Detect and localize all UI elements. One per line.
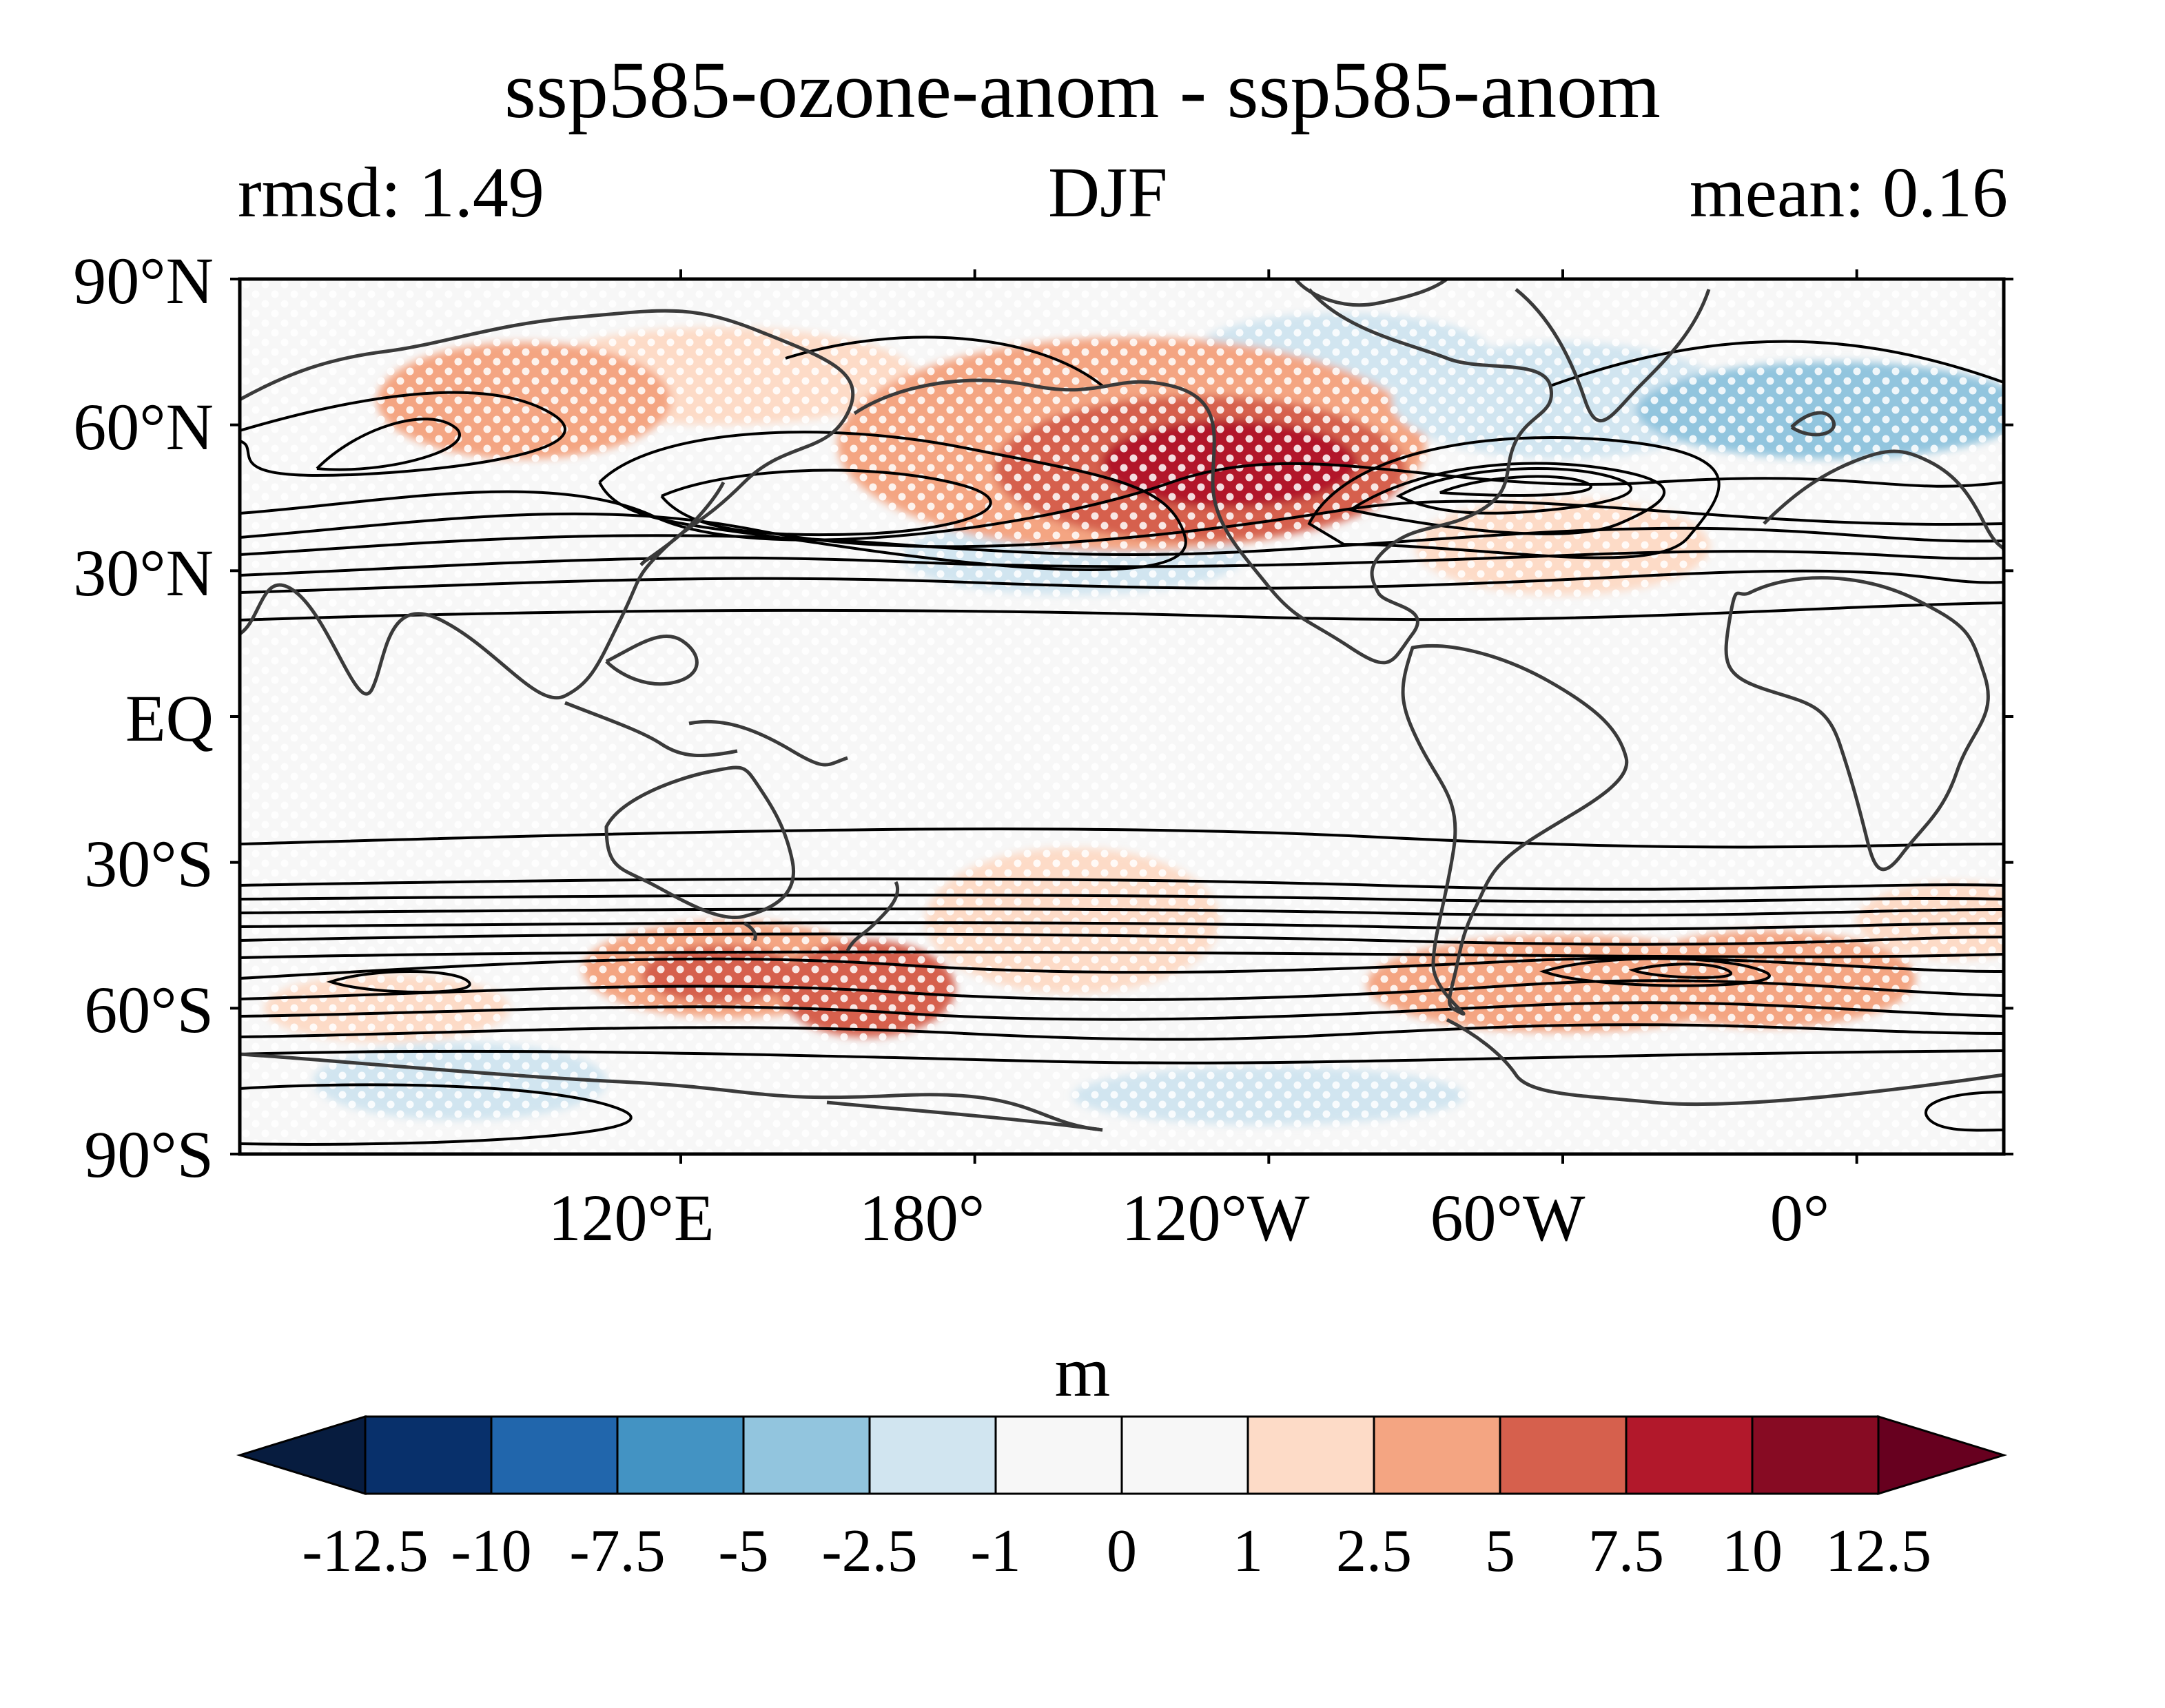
colorbar-box-4	[868, 1415, 997, 1495]
colorbar-tick-label: -2.5	[821, 1518, 918, 1585]
coastlines	[240, 279, 2004, 1132]
colorbar-tick-label: -1	[970, 1518, 1021, 1585]
figure-title: ssp585-ozone-anom - ssp585-anom	[504, 45, 1661, 135]
colorbar-tick-label: -7.5	[569, 1518, 666, 1585]
colorbar-box-9	[1499, 1415, 1628, 1495]
colorbar-tick-label: 7.5	[1588, 1518, 1664, 1585]
colorbar-tick-label: 1	[1233, 1518, 1263, 1585]
colorbar-box-2	[616, 1415, 745, 1495]
colorbar-tick-label: 12.5	[1825, 1518, 1931, 1585]
lat-label-90s: 90°S	[84, 1118, 214, 1191]
stippling	[240, 279, 2004, 1154]
colorbar-tick-label: -5	[718, 1518, 769, 1585]
rmsd-label: rmsd: 1.49	[238, 153, 544, 232]
colorbar-tick-label: 0	[1107, 1518, 1137, 1585]
axis-ticks	[230, 269, 2013, 1164]
lat-label-60n: 60°N	[73, 390, 214, 464]
lat-label-eq: EQ	[125, 681, 214, 755]
colorbar-box-11	[1751, 1415, 1880, 1495]
colorbar-tick-label: -10	[451, 1518, 532, 1585]
colorbar-tick-label: 2.5	[1336, 1518, 1412, 1585]
colorbar-box-6	[1120, 1415, 1249, 1495]
mean-label: mean: 0.16	[1689, 153, 2008, 232]
colorbar-tick-label: 5	[1485, 1518, 1515, 1585]
colorbar-tick-label: -12.5	[302, 1518, 429, 1585]
colorbar-box-10	[1625, 1415, 1754, 1495]
colorbar-box-8	[1373, 1415, 1501, 1495]
lat-label-90n: 90°N	[73, 244, 214, 318]
colorbar-extend-low	[236, 1414, 367, 1496]
lon-label-180: 180°	[859, 1181, 985, 1255]
colorbar	[236, 1414, 2008, 1496]
colorbar-units: m	[1054, 1333, 1111, 1412]
colorbar-tick-label: 10	[1722, 1518, 1783, 1585]
colorbar-box-0	[364, 1415, 493, 1495]
colorbar-box-7	[1246, 1415, 1375, 1495]
lon-label-60w: 60°W	[1430, 1181, 1586, 1255]
colorbar-extend-high	[1877, 1414, 2008, 1496]
colorbar-box-3	[742, 1415, 871, 1495]
lon-label-120w: 120°W	[1121, 1181, 1310, 1255]
climatology-contours	[240, 336, 2004, 1146]
lon-label-120e: 120°E	[548, 1181, 715, 1255]
lon-label-0: 0°	[1769, 1181, 1830, 1255]
colorbar-box-5	[994, 1415, 1123, 1495]
lat-label-60s: 60°S	[84, 973, 214, 1047]
lat-label-30s: 30°S	[84, 827, 214, 901]
lat-label-30n: 30°N	[73, 536, 214, 610]
colorbar-box-1	[490, 1415, 619, 1495]
season-label: DJF	[1048, 153, 1168, 232]
